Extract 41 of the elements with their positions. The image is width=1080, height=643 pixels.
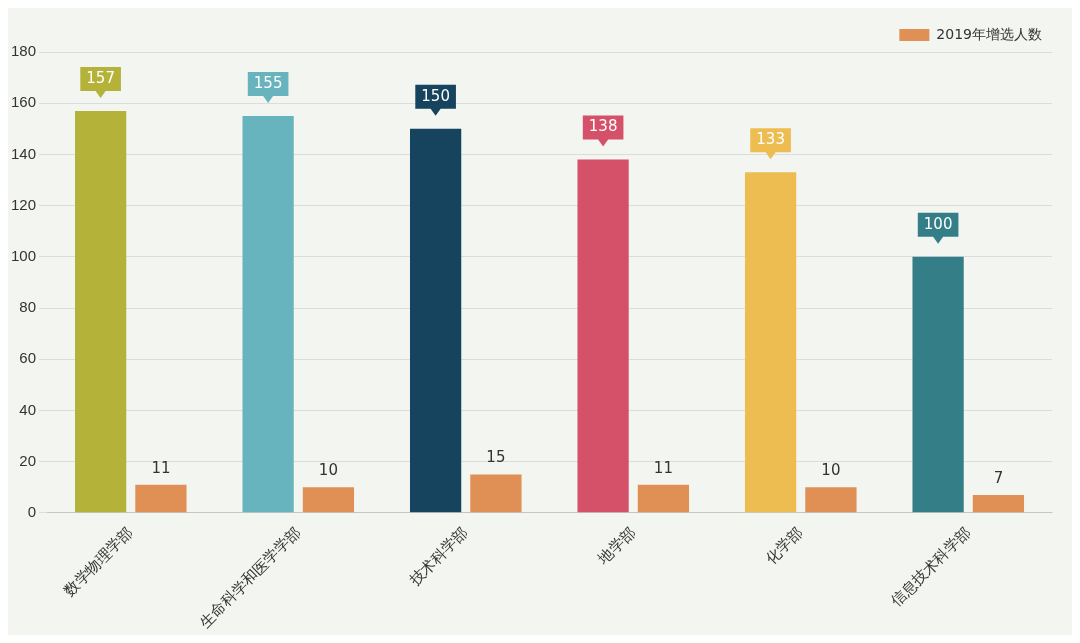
x-tick-label: 地学部 xyxy=(593,523,639,568)
x-tick-label: 化学部 xyxy=(761,523,806,568)
data-label: 10 xyxy=(821,461,841,480)
data-label: 100 xyxy=(923,214,953,233)
data-label: 15 xyxy=(486,448,506,467)
bar xyxy=(75,110,127,513)
legend-label: 2019年增选人数 xyxy=(936,25,1043,42)
bar xyxy=(409,128,462,513)
y-tick-label: 60 xyxy=(19,349,37,367)
data-label: 157 xyxy=(86,68,115,87)
y-tick-label: 80 xyxy=(19,298,37,316)
data-label: 11 xyxy=(653,458,673,477)
bar xyxy=(577,159,629,513)
bar xyxy=(302,487,355,513)
x-tick-label: 信息技术科学部 xyxy=(887,523,974,610)
y-tick-label: 0 xyxy=(27,502,37,520)
data-label: 133 xyxy=(756,130,785,149)
data-label: 10 xyxy=(318,461,338,480)
y-tick-label: 20 xyxy=(19,451,37,469)
data-label: 11 xyxy=(151,458,171,477)
x-tick-label: 生命科学和医学学部 xyxy=(195,523,304,631)
data-label: 138 xyxy=(588,117,618,136)
data-label: 150 xyxy=(421,86,450,105)
x-tick-label: 数学物理学部 xyxy=(60,523,136,599)
bar xyxy=(135,484,187,513)
bar xyxy=(912,256,964,513)
y-tick-label: 40 xyxy=(19,400,37,418)
y-tick-label: 180 xyxy=(11,42,37,60)
y-tick-label: 100 xyxy=(11,246,37,264)
x-tick-label: 技术科学部 xyxy=(405,523,471,589)
bar xyxy=(637,484,690,513)
data-label: 155 xyxy=(253,73,283,92)
bar xyxy=(470,474,522,513)
bar xyxy=(242,116,294,513)
y-tick-label: 140 xyxy=(11,144,37,162)
y-tick-label: 160 xyxy=(11,93,37,111)
bar xyxy=(805,487,857,513)
y-tick-label: 120 xyxy=(11,195,37,213)
bar xyxy=(972,494,1025,513)
data-label: 7 xyxy=(993,468,1004,487)
bar xyxy=(744,172,797,513)
